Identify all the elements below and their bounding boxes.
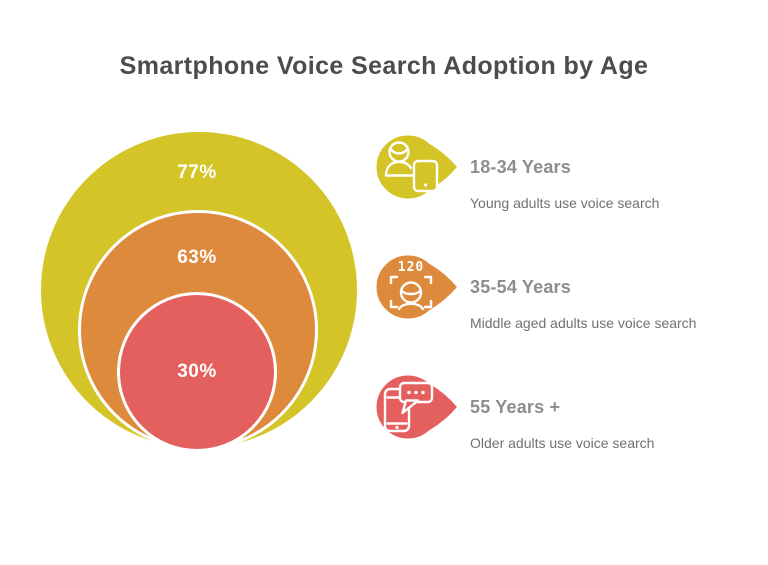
legend-heading: 35-54 Years [470,277,571,297]
legend-item-18-34: 18-34 Years Young adults use voice searc… [372,129,722,219]
legend-subtitle: Older adults use voice search [470,435,655,451]
chart-title: Smartphone Voice Search Adoption by Age [119,52,649,80]
percent-label-18-34: 77% [177,162,217,183]
person-with-smartphone-icon [373,132,461,202]
age-recognition-scan-icon: 120 [373,252,461,322]
legend-subtitle: Young adults use voice search [470,195,660,211]
legend-item-35-54: 120 35-54 Years Middle aged adults use v… [372,249,722,339]
percent-label-35-54: 63% [177,247,217,268]
svg-text:120: 120 [398,260,424,275]
circle-55-years-plus [117,292,277,452]
legend-heading: 55 Years + [470,397,561,417]
legend-subtitle: Middle aged adults use voice search [470,315,697,331]
legend-heading: 18-34 Years [470,157,571,177]
legend-item-55-plus: 55 Years + Older adults use voice search [372,369,722,459]
percent-label-55-plus: 30% [177,361,217,382]
smartphone-chat-bubble-icon [373,372,461,442]
